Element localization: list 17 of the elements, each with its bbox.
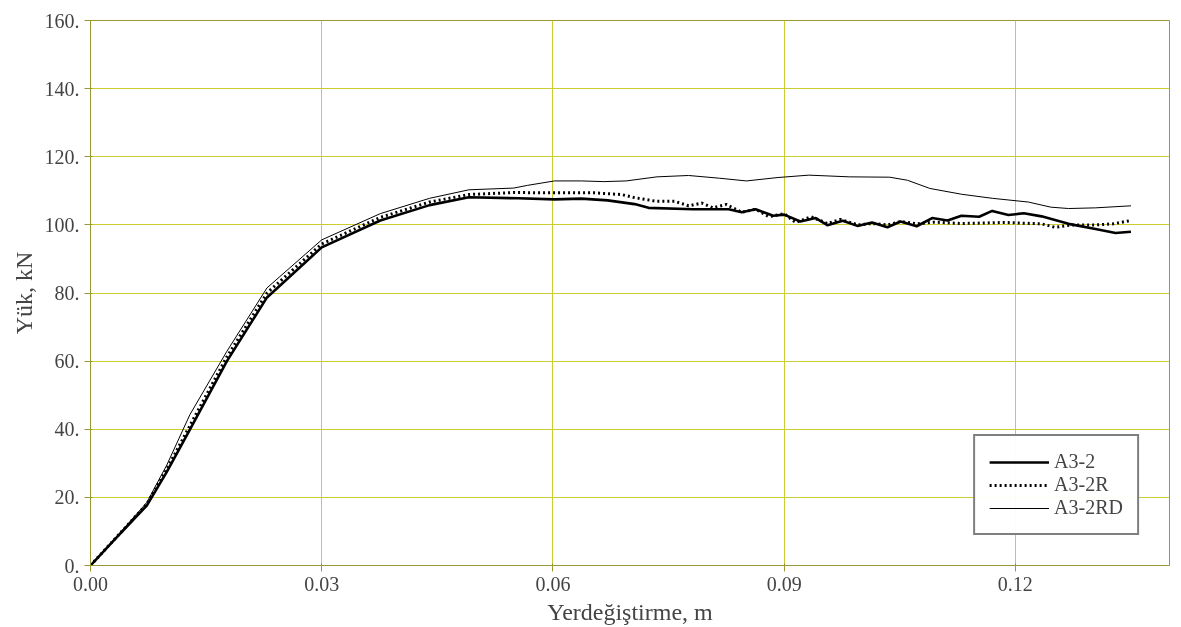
x-axis-title: Yerdeğiştirme, m: [547, 598, 714, 625]
y-tick-label: 40.: [54, 418, 80, 441]
legend-label: A3-2: [1054, 450, 1096, 473]
legend-label: A3-2RD: [1054, 496, 1123, 519]
y-tick-label: 20.: [54, 486, 80, 509]
x-tick-label: 0.12: [997, 572, 1033, 595]
x-tick-label: 0.06: [535, 572, 571, 595]
y-tick-label: 80.: [54, 282, 80, 304]
legend-label: A3-2R: [1054, 473, 1109, 496]
y-axis-title: Yük, kN: [10, 251, 37, 335]
y-tick-label: 120.: [44, 145, 80, 168]
y-tick-label: 160.: [44, 9, 80, 32]
y-tick-label: 60.: [54, 350, 80, 373]
y-tick-label: 140.: [44, 77, 80, 100]
x-tick-label: 0.09: [766, 572, 802, 595]
y-tick-label: 100.: [44, 213, 80, 236]
x-tick-label: 0.03: [304, 572, 340, 595]
